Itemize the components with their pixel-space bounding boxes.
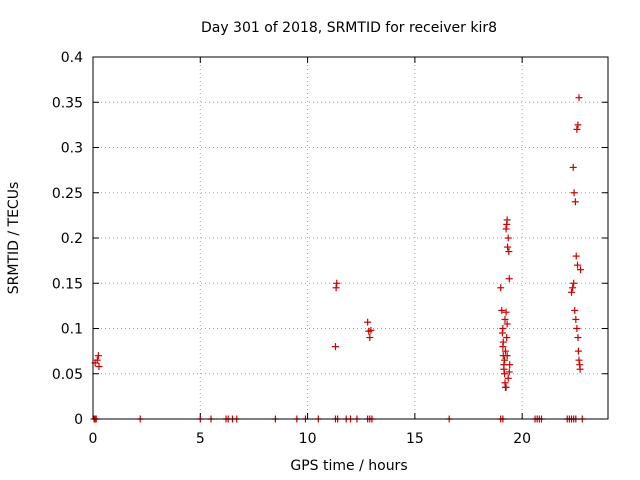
y-tick-label: 0.3 [61,141,83,157]
data-point [576,365,584,373]
data-point [574,261,582,269]
data-point [504,243,512,251]
data-point [573,125,581,133]
data-point [503,320,511,328]
data-point [573,325,581,332]
data-point [498,306,506,314]
data-point [332,284,340,292]
data-point [366,334,374,342]
y-tick-label: 0 [74,412,83,428]
data-point [505,275,513,283]
x-tick-label: 10 [299,431,317,447]
data-point [502,225,510,233]
data-point [568,288,576,296]
data-point [367,326,375,334]
data-point [497,284,505,292]
data-point [571,198,579,206]
data-point [574,347,582,355]
plot-frame [92,56,609,420]
data-point [504,234,512,242]
x-tick-label: 15 [406,431,424,447]
chart-title: Day 301 of 2018, SRMTID for receiver kir… [201,20,497,36]
tick-layer: 0 0.05 0.1 0.15 0.2 0.25 0.3 0.35 0.4 0 5 10 15 20 [52,50,608,447]
data-point [499,325,507,332]
y-tick-label: 0.35 [52,95,83,111]
data-point [569,163,577,171]
y-tick-label: 0.4 [61,50,83,66]
data-point [504,374,512,382]
data-point [501,315,509,323]
data-point [501,356,509,364]
x-tick-label: 0 [89,431,98,447]
data-point [499,338,507,346]
data-point [501,347,509,355]
data-point [503,216,511,224]
data-point [506,361,514,369]
data-point [501,370,509,378]
data-point [331,343,339,351]
data-point [364,318,372,326]
data-point [569,284,577,292]
data-point [575,356,583,364]
data-point [505,368,513,376]
x-axis-label: GPS time / hours [290,458,407,474]
y-axis-label: SRMTID / TECUs [6,182,22,295]
data-point [500,365,508,373]
data-point [572,315,580,323]
data-point [570,189,578,197]
data-point [574,121,582,129]
point-layer [90,94,586,423]
x-tick-label: 20 [513,431,531,447]
data-point [333,279,341,287]
y-tick-label: 0.1 [61,322,83,338]
data-point [503,334,511,342]
grid-layer [93,57,608,419]
y-tick-label: 0.2 [61,231,83,247]
data-point [572,252,580,260]
data-point [577,266,585,274]
data-point [94,352,102,360]
data-point [503,352,511,360]
data-point [575,94,583,102]
data-point [93,356,101,364]
data-point [502,308,510,316]
y-tick-label: 0.25 [52,186,83,202]
data-point [574,334,582,342]
data-point [505,248,513,256]
x-tick-label: 5 [196,431,205,447]
y-tick-label: 0.15 [52,276,83,292]
y-tick-label: 0.05 [52,367,83,383]
data-point [570,279,578,287]
data-point [571,306,579,314]
data-point [502,383,510,391]
data-point [95,363,103,371]
